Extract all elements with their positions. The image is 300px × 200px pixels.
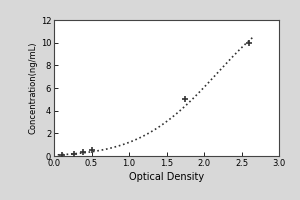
X-axis label: Optical Density: Optical Density [129, 172, 204, 182]
Y-axis label: Concentration(ng/mL): Concentration(ng/mL) [29, 42, 38, 134]
